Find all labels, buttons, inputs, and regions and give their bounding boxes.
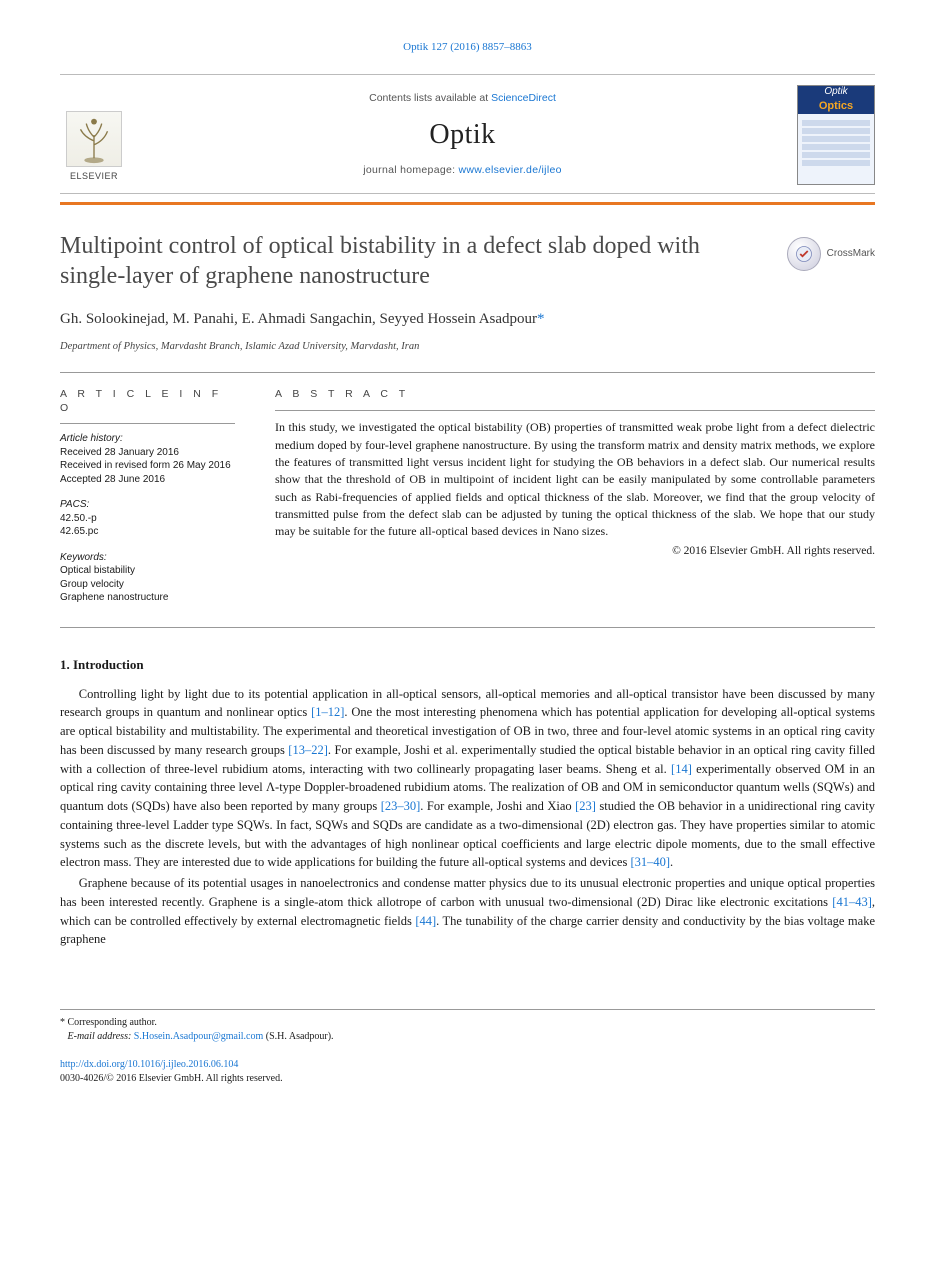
top-citation: Optik 127 (2016) 8857–8863	[60, 40, 875, 56]
article-title: Multipoint control of optical bistabilit…	[60, 231, 771, 291]
doi-block: http://dx.doi.org/10.1016/j.ijleo.2016.0…	[60, 1058, 875, 1086]
history-accepted: Accepted 28 June 2016	[60, 473, 235, 487]
elsevier-logo[interactable]: ELSEVIER	[60, 85, 128, 185]
homepage-link[interactable]: www.elsevier.de/ijleo	[459, 164, 562, 176]
elsevier-wordmark: ELSEVIER	[70, 170, 118, 183]
cite-23[interactable]: [23]	[575, 799, 596, 813]
intro-para-1: Controlling light by light due to its po…	[60, 685, 875, 873]
kw-1: Group velocity	[60, 578, 235, 592]
cite-41-43[interactable]: [41–43]	[832, 895, 872, 909]
abstract-column: A B S T R A C T In this study, we invest…	[275, 387, 875, 617]
info-rule	[60, 423, 235, 424]
history-received: Received 28 January 2016	[60, 446, 235, 460]
keywords-block: Keywords: Optical bistability Group velo…	[60, 551, 235, 605]
history-label: Article history:	[60, 432, 235, 446]
doi-link[interactable]: http://dx.doi.org/10.1016/j.ijleo.2016.0…	[60, 1059, 238, 1070]
contents-prefix: Contents lists available at	[369, 92, 491, 104]
affiliation: Department of Physics, Marvdasht Branch,…	[60, 339, 875, 354]
cover-title-band: Optik Optics	[798, 86, 874, 114]
kw-2: Graphene nanostructure	[60, 591, 235, 605]
cover-line1: Optik	[824, 85, 847, 100]
abstract-head: A B S T R A C T	[275, 387, 875, 402]
article-info-column: A R T I C L E I N F O Article history: R…	[60, 387, 235, 617]
email-label: E-mail address:	[68, 1031, 132, 1042]
cover-line2: Optics	[819, 99, 853, 115]
elsevier-tree-icon	[66, 111, 122, 167]
cite-1-12[interactable]: [1–12]	[311, 705, 344, 719]
abstract-copyright: © 2016 Elsevier GmbH. All rights reserve…	[275, 543, 875, 560]
corresponding-author-note: * Corresponding author.	[60, 1016, 875, 1030]
journal-cover-thumb[interactable]: Optik Optics	[797, 85, 875, 185]
crossmark-badge-icon	[787, 237, 821, 271]
issn-line: 0030-4026/© 2016 Elsevier GmbH. All righ…	[60, 1073, 283, 1084]
pacs-label: PACS:	[60, 498, 235, 512]
journal-header: ELSEVIER Contents lists available at Sci…	[60, 74, 875, 194]
cover-body	[798, 114, 874, 184]
p2a: Graphene because of its potential usages…	[60, 876, 875, 909]
rule-above-meta	[60, 372, 875, 373]
orange-divider	[60, 202, 875, 205]
email-line: E-mail address: S.Hosein.Asadpour@gmail.…	[60, 1030, 875, 1044]
abstract-text: In this study, we investigated the optic…	[275, 419, 875, 541]
cite-23-30[interactable]: [23–30]	[381, 799, 421, 813]
journal-name: Optik	[140, 115, 785, 156]
email-tail: (S.H. Asadpour).	[263, 1031, 333, 1042]
article-history: Article history: Received 28 January 201…	[60, 432, 235, 486]
email-link[interactable]: S.Hosein.Asadpour@gmail.com	[134, 1031, 263, 1042]
meta-row: A R T I C L E I N F O Article history: R…	[60, 387, 875, 617]
cite-31-40[interactable]: [31–40]	[630, 855, 670, 869]
section-1-head: 1. Introduction	[60, 656, 875, 675]
pacs-1: 42.65.pc	[60, 525, 235, 539]
contents-lists-line: Contents lists available at ScienceDirec…	[140, 91, 785, 106]
cite-13-22[interactable]: [13–22]	[288, 743, 328, 757]
header-center: Contents lists available at ScienceDirec…	[140, 85, 785, 185]
authors-line: Gh. Solookinejad, M. Panahi, E. Ahmadi S…	[60, 309, 875, 331]
sciencedirect-link[interactable]: ScienceDirect	[491, 92, 556, 104]
pacs-0: 42.50.-p	[60, 512, 235, 526]
top-citation-link[interactable]: Optik 127 (2016) 8857–8863	[403, 41, 532, 53]
history-revised: Received in revised form 26 May 2016	[60, 459, 235, 473]
cite-14[interactable]: [14]	[671, 762, 692, 776]
keywords-label: Keywords:	[60, 551, 235, 565]
crossmark-label: CrossMark	[827, 247, 875, 262]
homepage-prefix: journal homepage:	[363, 164, 458, 176]
authors-text: Gh. Solookinejad, M. Panahi, E. Ahmadi S…	[60, 311, 537, 327]
footnotes: * Corresponding author. E-mail address: …	[60, 1009, 875, 1086]
rule-below-meta	[60, 627, 875, 628]
article-info-head: A R T I C L E I N F O	[60, 387, 235, 415]
abstract-rule	[275, 410, 875, 411]
p1g: .	[670, 855, 673, 869]
corresponding-marker[interactable]: *	[537, 311, 545, 327]
cite-44[interactable]: [44]	[415, 914, 436, 928]
crossmark-widget[interactable]: CrossMark	[787, 231, 875, 271]
intro-para-2: Graphene because of its potential usages…	[60, 874, 875, 949]
p1e: . For example, Joshi and Xiao	[420, 799, 575, 813]
kw-0: Optical bistability	[60, 564, 235, 578]
homepage-line: journal homepage: www.elsevier.de/ijleo	[140, 163, 785, 178]
pacs-block: PACS: 42.50.-p 42.65.pc	[60, 498, 235, 539]
